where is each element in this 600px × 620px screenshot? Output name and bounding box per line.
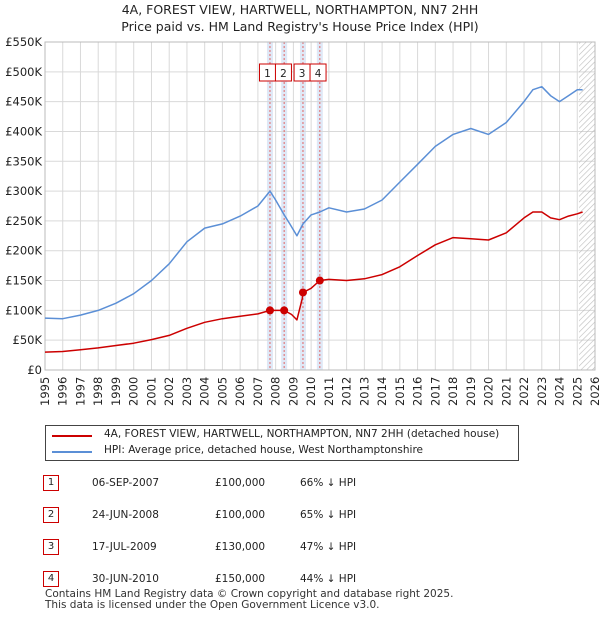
x-tick-label: 2005	[215, 377, 229, 406]
forecast-region	[579, 42, 595, 370]
y-tick-label: £150K	[5, 274, 42, 288]
sale-row: 3 17-JUL-2009 £130,000 47% ↓ HPI	[0, 539, 600, 559]
sale-price: £150,000	[215, 573, 266, 585]
sale-label: 1	[264, 68, 271, 80]
y-tick-label: £100K	[5, 303, 42, 317]
x-tick-label: 2012	[340, 377, 354, 406]
x-tick-label: 2017	[428, 377, 442, 406]
x-tick-label: 2023	[535, 377, 549, 406]
footer: Contains HM Land Registry data © Crown c…	[45, 589, 453, 611]
x-tick-label: 2003	[180, 377, 194, 406]
x-tick-label: 1997	[73, 377, 87, 406]
price-chart: 1 2 3 4 £0 £50K £100K £150K £200K £250K £300K £350K…	[5, 35, 600, 406]
x-tick-label: 1995	[38, 377, 52, 406]
plot-area	[44, 41, 596, 371]
y-tick-label: £400K	[5, 124, 42, 138]
x-tick-label: 2011	[322, 377, 336, 406]
y-tick-label: £200K	[5, 244, 42, 258]
sale-row: 2 24-JUN-2008 £100,000 65% ↓ HPI	[0, 507, 600, 527]
x-tick-label: 2013	[357, 377, 371, 406]
legend-property-line	[52, 435, 92, 437]
sale-marker-badge: 4	[43, 571, 59, 587]
sale-marker-badge: 3	[43, 539, 59, 555]
y-tick-label: £500K	[5, 65, 42, 79]
x-tick-label: 2025	[570, 377, 584, 406]
x-tick-label: 2002	[162, 377, 176, 406]
x-tick-label: 2004	[198, 377, 212, 406]
sale-point	[265, 306, 274, 315]
legend-hpi-line	[52, 451, 92, 453]
footer-licence: This data is licensed under the Open Gov…	[45, 599, 380, 611]
sale-label-box	[309, 63, 327, 82]
sale-row: 4 30-JUN-2010 £150,000 44% ↓ HPI	[0, 571, 600, 591]
sale-price: £100,000	[215, 477, 266, 489]
sale-date: 24-JUN-2008	[92, 509, 159, 521]
chart-subtitle: Price paid vs. HM Land Registry's House …	[121, 19, 479, 34]
sale-date: 30-JUN-2010	[92, 573, 159, 585]
sale-hpi-diff: 47% ↓ HPI	[300, 541, 357, 553]
sale-label-box	[274, 63, 292, 82]
sale-hpi-diff: 66% ↓ HPI	[300, 477, 357, 489]
y-tick-label: £250K	[5, 214, 42, 228]
x-tick-label: 2014	[375, 377, 389, 406]
hpi-line	[44, 85, 583, 320]
x-tick-label: 2007	[251, 377, 265, 406]
x-tick-label: 2020	[482, 377, 496, 406]
footer-copyright: Contains HM Land Registry data © Crown c…	[45, 588, 454, 600]
y-tick-label: £450K	[5, 95, 42, 109]
x-tick-label: 2018	[446, 377, 460, 406]
sale-price: £100,000	[215, 509, 266, 521]
x-tick-label: 2000	[127, 377, 141, 406]
x-tick-label: 2001	[144, 377, 158, 406]
x-tick-label: 2021	[499, 377, 513, 406]
x-tick-label: 2016	[411, 377, 425, 406]
y-tick-label: £350K	[5, 154, 42, 168]
sale-marker-badge: 1	[43, 475, 59, 491]
sale-point	[280, 306, 289, 315]
x-tick-label: 1999	[109, 377, 123, 406]
x-tick-label: 2010	[304, 377, 318, 406]
y-tick-label: £550K	[5, 35, 42, 49]
legend-hpi-label: HPI: Average price, detached house, West…	[104, 444, 423, 456]
sale-point	[315, 276, 324, 285]
x-tick-label: 1998	[91, 377, 105, 406]
sale-label: 2	[280, 68, 287, 80]
x-tick-label: 2019	[464, 377, 478, 406]
x-tick-label: 2015	[393, 377, 407, 406]
chart-title: 4A, FOREST VIEW, HARTWELL, NORTHAMPTON, …	[121, 2, 479, 17]
x-tick-label: 2026	[588, 377, 600, 406]
x-tick-label: 1996	[56, 377, 70, 406]
sale-point	[298, 288, 307, 297]
x-tick-label: 2006	[233, 377, 247, 406]
x-tick-label: 2024	[553, 377, 567, 406]
x-tick-label: 2009	[286, 377, 300, 406]
legend-property-label: 4A, FOREST VIEW, HARTWELL, NORTHAMPTON, …	[104, 428, 500, 440]
sale-hpi-diff: 44% ↓ HPI	[300, 573, 357, 585]
sale-hpi-diff: 65% ↓ HPI	[300, 509, 357, 521]
property-price-line	[44, 211, 583, 353]
sale-label: 3	[299, 68, 306, 80]
y-tick-label: £0	[27, 363, 42, 377]
sale-date: 06-SEP-2007	[92, 477, 160, 489]
sale-label: 4	[315, 68, 322, 80]
x-tick-label: 2022	[517, 377, 531, 406]
legend: 4A, FOREST VIEW, HARTWELL, NORTHAMPTON, …	[45, 425, 519, 461]
y-tick-label: £50K	[13, 333, 43, 347]
sale-price: £130,000	[215, 541, 266, 553]
sale-date: 17-JUL-2009	[92, 541, 157, 553]
y-tick-label: £300K	[5, 184, 42, 198]
sale-marker-badge: 2	[43, 507, 59, 523]
sale-row: 1 06-SEP-2007 £100,000 66% ↓ HPI	[0, 475, 600, 495]
x-tick-label: 2008	[269, 377, 283, 406]
